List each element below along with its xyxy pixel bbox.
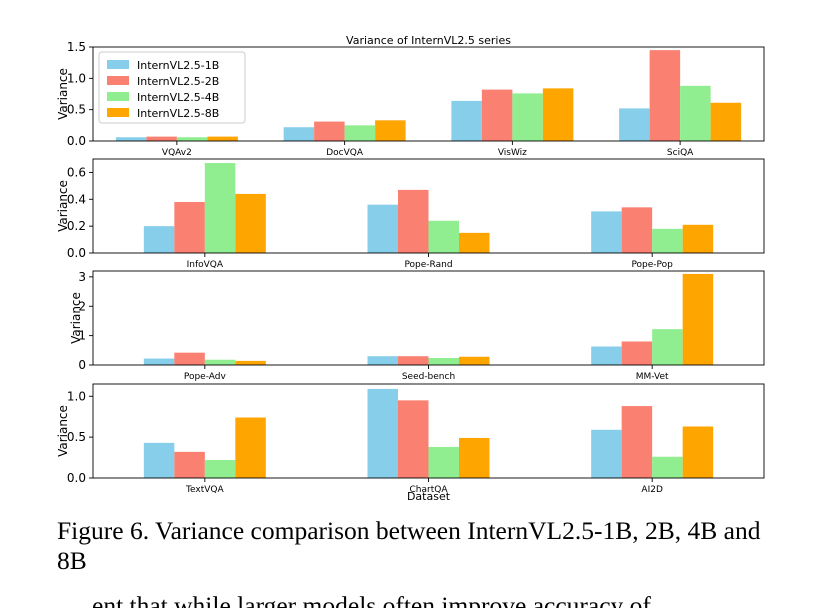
bar-seed-bench-s2: [398, 356, 429, 365]
bar-sciqa-s4: [710, 102, 742, 141]
legend-swatch-2: [107, 76, 129, 85]
bar-ai2d-s3: [652, 456, 683, 478]
bar-docvqa-s4: [375, 120, 406, 141]
x-tick-label: SciQA: [667, 148, 694, 158]
bar-docvqa-s3: [344, 125, 376, 141]
y-tick-label: 0: [78, 358, 86, 372]
legend-swatch-3: [107, 92, 129, 101]
bar-sciqa-s1: [619, 108, 650, 141]
legend-swatch-4: [107, 108, 129, 117]
y-tick-label: 1.0: [67, 389, 86, 403]
bar-textvqa-s2: [174, 451, 205, 478]
cutoff-body-text: ent that while larger models often impro…: [92, 591, 651, 608]
bar-vqav2-s3: [176, 137, 208, 141]
bar-sciqa-s2: [649, 50, 681, 142]
bar-pope-pop-s2: [621, 207, 653, 253]
bar-chartqa-s1: [367, 388, 398, 478]
bar-chartqa-s3: [428, 446, 459, 478]
bar-infovqa-s2: [174, 201, 205, 253]
bar-mm-vet-s1: [591, 346, 622, 365]
y-tick-label: 0.5: [67, 103, 86, 117]
y-tick-label: 0.0: [67, 471, 86, 485]
bar-mm-vet-s3: [652, 329, 683, 365]
x-tick-label: Pope-Pop: [631, 260, 673, 270]
bar-mm-vet-s4: [682, 273, 714, 365]
y-tick-label: 3: [78, 270, 86, 284]
y-tick-label: 0.4: [67, 192, 86, 206]
bar-pope-adv-s1: [143, 358, 175, 365]
y-axis-label: Variance: [69, 292, 83, 344]
y-tick-label: 0.2: [67, 219, 86, 233]
bar-infovqa-s3: [204, 163, 236, 253]
legend-label-3: InternVL2.5-4B: [137, 91, 219, 104]
bar-ai2d-s4: [682, 426, 714, 478]
bar-pope-rand-s2: [398, 189, 429, 253]
bar-seed-bench-s1: [367, 356, 398, 365]
bar-seed-bench-s3: [428, 357, 459, 365]
x-tick-label: InfoVQA: [187, 260, 224, 270]
x-tick-label: Pope-Adv: [184, 372, 227, 382]
bar-pope-rand-s4: [459, 232, 490, 253]
legend-label-2: InternVL2.5-2B: [137, 75, 219, 88]
bar-mm-vet-s2: [621, 341, 653, 365]
x-tick-label: MM-Vet: [636, 372, 669, 382]
x-tick-label: DocVQA: [326, 148, 364, 158]
x-axis-label: Dataset: [407, 490, 451, 503]
bar-viswiz-s4: [542, 88, 574, 141]
legend-label-1: InternVL2.5-1B: [137, 59, 219, 72]
chart-title: Variance of InternVL2.5 series: [346, 34, 511, 47]
legend-swatch-1: [107, 60, 129, 69]
legend-label-4: InternVL2.5-8B: [137, 107, 219, 120]
bar-textvqa-s1: [143, 442, 175, 478]
panel-frame: [92, 46, 765, 142]
y-tick-label: 0.0: [67, 246, 86, 260]
x-tick-label: Pope-Rand: [404, 260, 452, 270]
bar-ai2d-s1: [591, 429, 622, 478]
bar-chartqa-s2: [398, 400, 429, 478]
y-tick-label: 0.0: [67, 134, 86, 148]
bar-vqav2-s2: [146, 136, 177, 141]
bar-viswiz-s1: [451, 100, 482, 141]
bar-ai2d-s2: [621, 406, 653, 478]
figure-caption: Figure 6. Variance comparison between In…: [57, 516, 761, 575]
y-axis-label: Variance: [56, 180, 70, 232]
bar-pope-pop-s1: [591, 211, 622, 253]
bar-sciqa-s3: [680, 85, 711, 141]
bar-viswiz-s3: [512, 93, 543, 141]
bar-textvqa-s3: [204, 460, 236, 478]
y-tick-label: 1: [78, 329, 86, 343]
bar-pope-rand-s3: [428, 220, 459, 253]
x-tick-label: AI2D: [641, 485, 663, 495]
bar-pope-adv-s3: [204, 359, 236, 365]
y-tick-label: 1.0: [67, 71, 86, 85]
x-tick-label: TextVQA: [185, 485, 224, 495]
y-tick-label: 0.5: [67, 430, 86, 444]
bar-vqav2-s1: [115, 137, 147, 141]
variance-chart-figure: Variance of InternVL2.5 series 0.0 0.5 1.0 1…: [56, 34, 765, 503]
bar-docvqa-s2: [314, 121, 345, 141]
y-tick-label: 2: [78, 299, 86, 313]
bar-pope-rand-s1: [367, 204, 398, 253]
y-tick-label: 1.5: [67, 40, 86, 54]
x-tick-label: ChartQA: [410, 485, 449, 495]
bar-docvqa-s1: [283, 127, 315, 141]
bar-seed-bench-s4: [459, 356, 490, 365]
x-tick-label: Seed-bench: [402, 372, 455, 382]
y-tick-label: 0.6: [67, 165, 86, 179]
bar-infovqa-s1: [143, 226, 175, 253]
legend-box: [98, 51, 246, 124]
bar-viswiz-s2: [481, 89, 513, 141]
bar-pope-pop-s4: [682, 224, 714, 253]
bar-infovqa-s4: [235, 193, 266, 253]
y-axis-label: Variance: [56, 68, 70, 120]
bar-textvqa-s4: [235, 417, 266, 478]
bar-pope-pop-s3: [652, 228, 683, 253]
bar-vqav2-s4: [207, 136, 238, 141]
bar-pope-adv-s4: [235, 360, 266, 365]
bar-chartqa-s4: [459, 437, 490, 478]
x-tick-label: VQAv2: [162, 148, 192, 158]
bar-pope-adv-s2: [174, 352, 205, 365]
y-axis-label: Variance: [56, 405, 70, 457]
x-tick-label: VisWiz: [498, 148, 527, 158]
